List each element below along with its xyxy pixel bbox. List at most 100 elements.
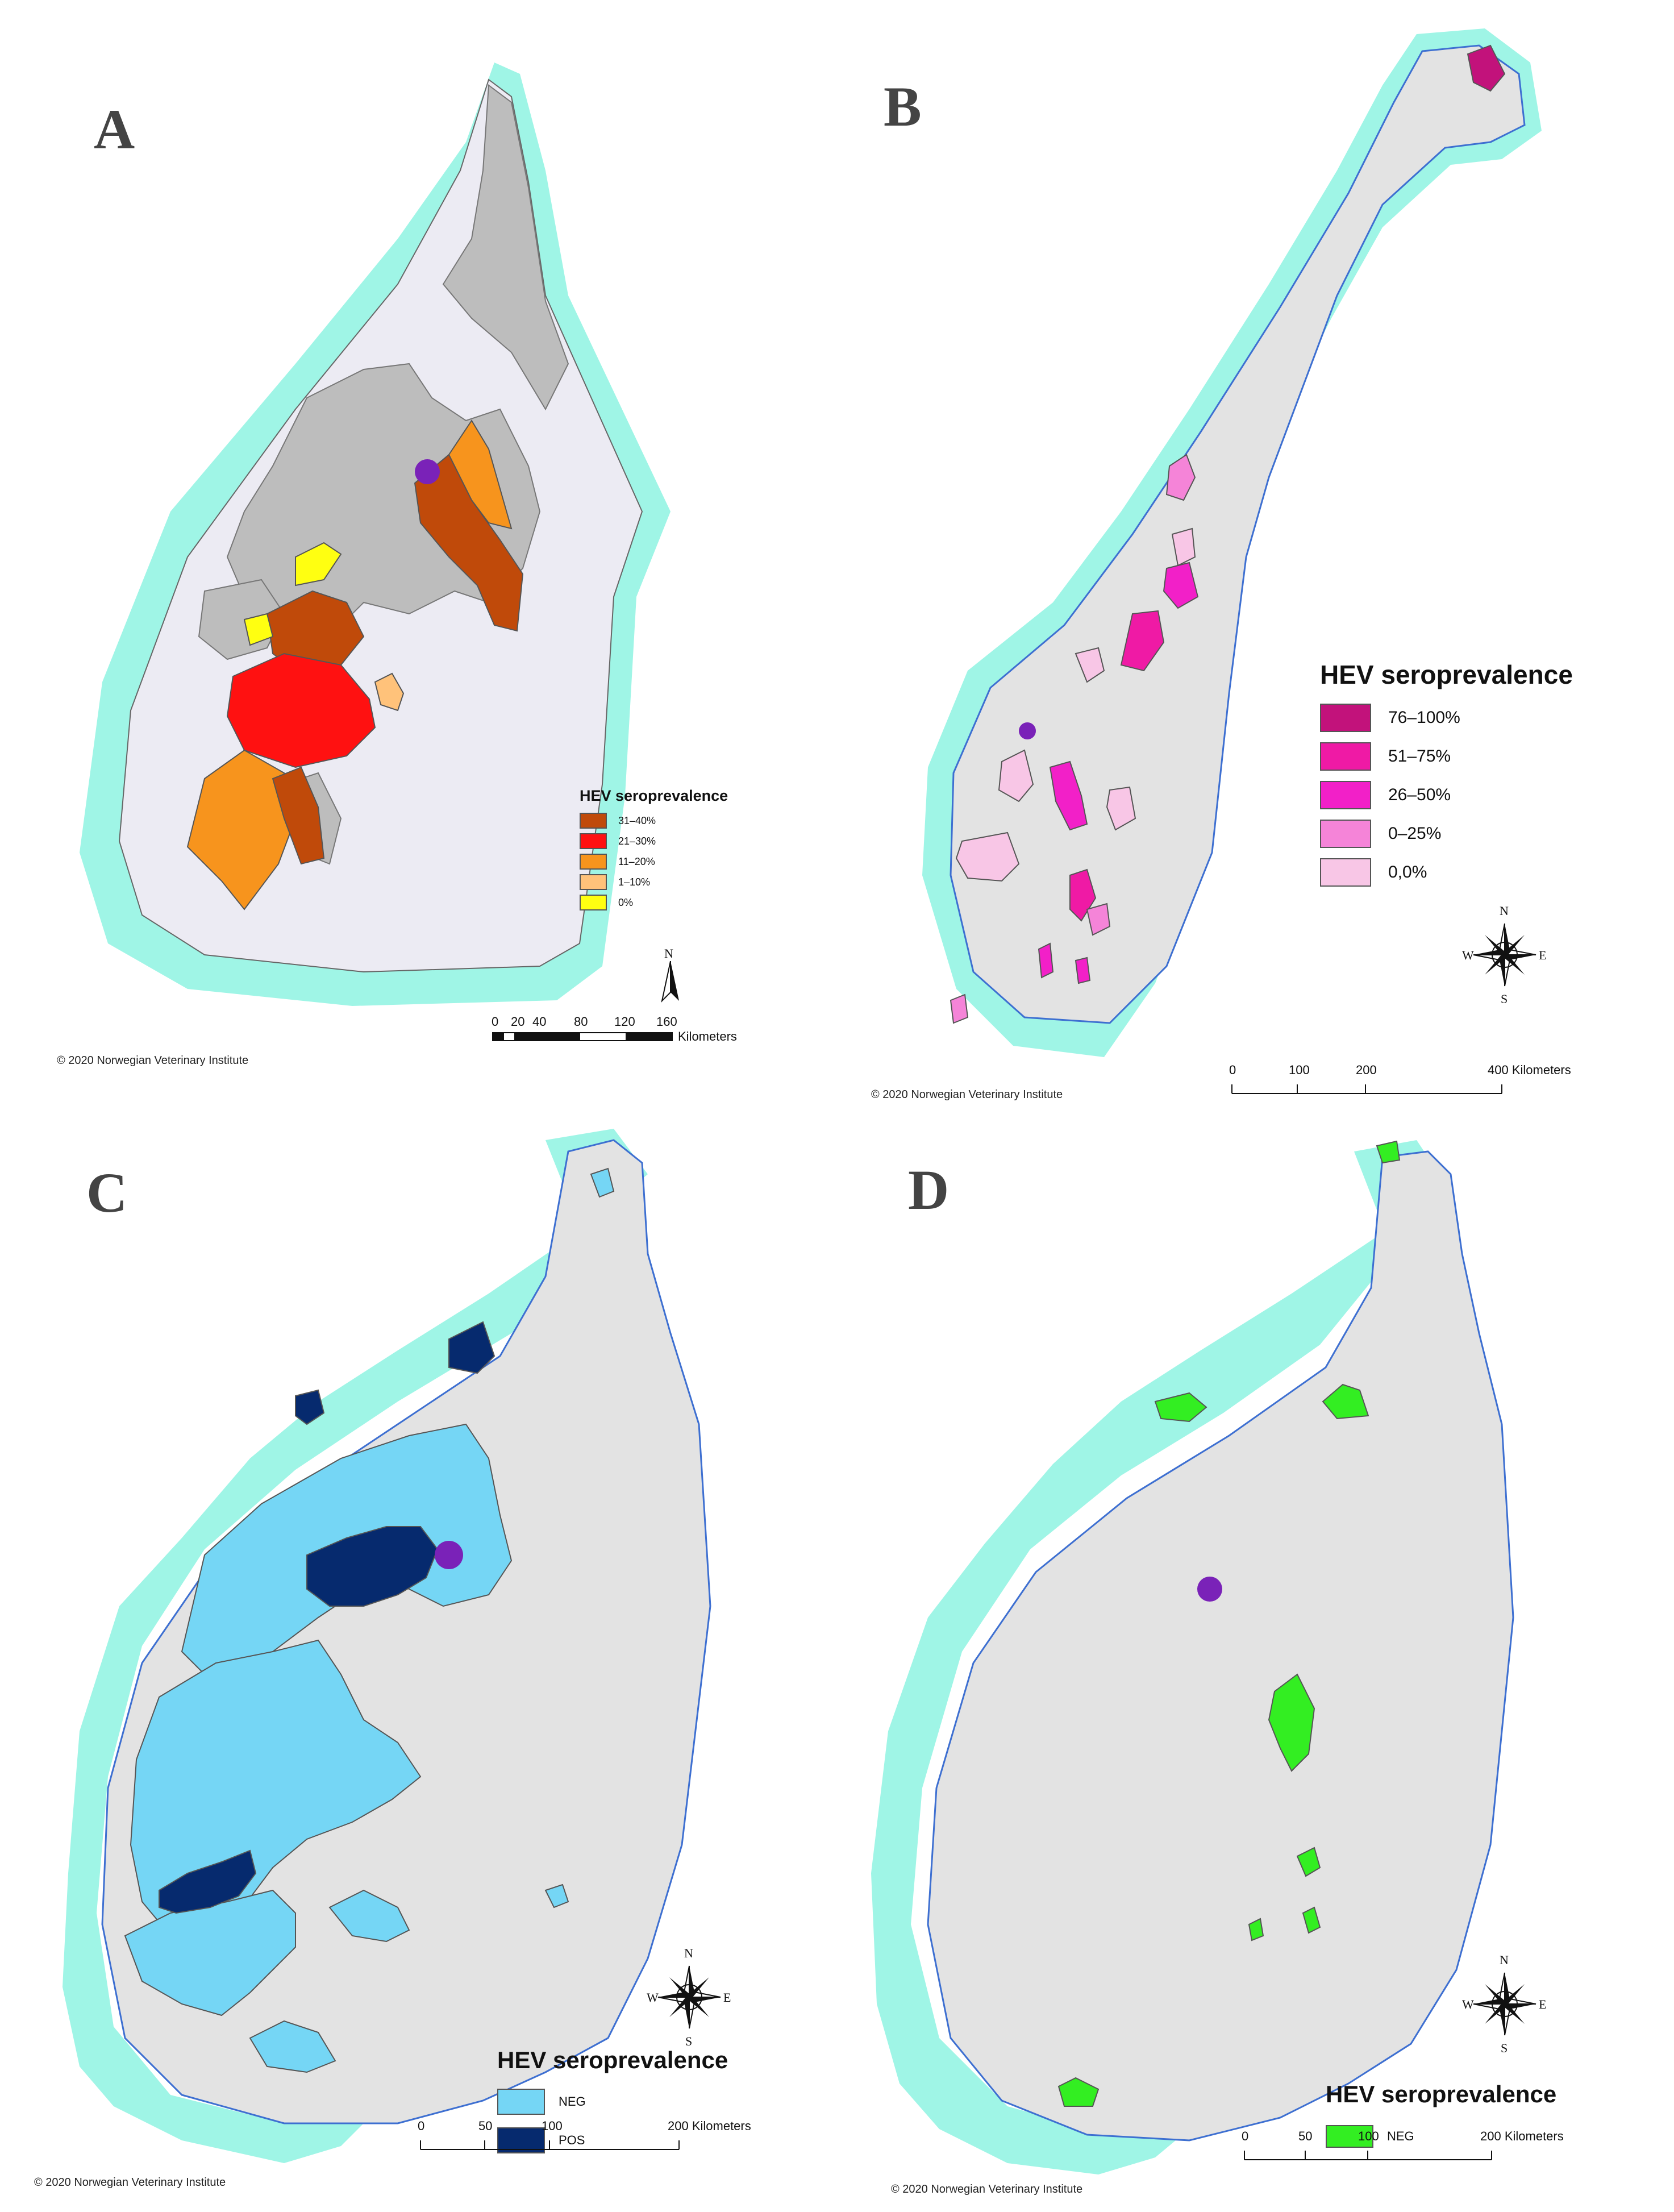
region-0-north-b xyxy=(1171,527,1196,567)
scale-tick-d-1: 50 xyxy=(1298,2129,1313,2143)
map-d xyxy=(871,1140,1514,2174)
neg-south-d xyxy=(1057,2077,1100,2107)
neg-southeast1-d xyxy=(1296,1847,1321,1877)
copyright-a: © 2020 Norwegian Veterinary Institute xyxy=(57,1054,249,1067)
compass-rose-c: N W E S xyxy=(647,1946,732,2048)
legend-row-a-4: 0% xyxy=(580,895,728,910)
compass-rose-d: N W E S xyxy=(1462,1953,1547,2055)
compass-n-d: N xyxy=(1500,1953,1509,1967)
neg-small2-c xyxy=(590,1167,615,1198)
legend-title-d: HEV seroprevalence xyxy=(1326,2081,1557,2107)
legend-title-b: HEV seroprevalence xyxy=(1320,660,1573,689)
region-0-25-south-b xyxy=(1086,903,1111,936)
scale-tick-a-4: 120 xyxy=(614,1014,635,1029)
neg-coast-d xyxy=(1248,1918,1264,1941)
legend-label-c-1: POS xyxy=(559,2133,585,2147)
compass-rose-icon xyxy=(657,1965,721,2029)
legend-row-a-1: 21–30% xyxy=(580,833,728,849)
legend-label-b-4: 0,0% xyxy=(1388,863,1427,882)
scale-bar-a: 0 20 40 80 120 160 Kilometers xyxy=(492,1014,787,1049)
region-1-10-a xyxy=(374,672,405,712)
compass-s-b: S xyxy=(1501,992,1508,1006)
scale-tick-b-3: 400 Kilometers xyxy=(1488,1063,1571,1077)
north-arrow-icon xyxy=(661,961,679,1003)
region-11-20-south-a xyxy=(186,749,297,910)
region-0-25-west-b xyxy=(955,831,1020,882)
legend-a: HEV seroprevalence 31–40% 21–30% 11–20% … xyxy=(580,787,728,910)
scale-tick-c-3: 200 Kilometers xyxy=(668,2119,751,2133)
legend-swatch-a-0 xyxy=(580,813,607,829)
legend-title-c: HEV seroprevalence xyxy=(497,2047,728,2073)
legend-label-a-0: 31–40% xyxy=(618,814,656,826)
location-dot-d xyxy=(1197,1577,1222,1602)
legend-title-a: HEV seroprevalence xyxy=(580,787,728,804)
region-21-30-a xyxy=(226,652,376,768)
scale-tick-b-0: 0 xyxy=(1229,1063,1236,1077)
map-b xyxy=(922,28,1542,1057)
scale-tick-a-3: 80 xyxy=(574,1014,588,1029)
land-d xyxy=(927,1150,1514,2142)
neg-southeast2-d xyxy=(1302,1906,1321,1934)
scale-tick-c-2: 100 xyxy=(542,2119,563,2133)
pos-central-c xyxy=(306,1526,439,1607)
legend-row-b-0: 76–100% xyxy=(1320,704,1573,732)
legend-label-d-0: NEG xyxy=(1387,2129,1414,2143)
region-0-south-a xyxy=(243,613,274,646)
panel-letter-b: B xyxy=(884,75,922,138)
scale-tick-c-0: 0 xyxy=(418,2119,425,2133)
panel-letter-a: A xyxy=(94,98,135,161)
legend-swatch-b-1 xyxy=(1320,742,1371,771)
neg-central-d xyxy=(1268,1673,1315,1772)
legend-label-b-0: 76–100% xyxy=(1388,708,1460,727)
map-a xyxy=(80,63,671,1006)
region-51-75-b xyxy=(1120,610,1165,672)
neg-central-c xyxy=(130,1639,422,1943)
compass-s-d: S xyxy=(1501,2041,1508,2055)
region-76-100-b xyxy=(1467,44,1506,92)
scale-tick-c-1: 50 xyxy=(478,2119,493,2133)
legend-row-a-0: 31–40% xyxy=(580,813,728,829)
legend-row-c-0: NEG xyxy=(497,2089,728,2115)
region-11-20-north-a xyxy=(448,419,513,530)
scale-bar-graphic-a xyxy=(492,1032,673,1041)
legend-swatch-b-4 xyxy=(1320,858,1371,887)
copyright-d: © 2020 Norwegian Veterinary Institute xyxy=(891,2183,1083,2196)
scale-bar-graphic-d xyxy=(1244,2151,1492,2160)
location-dot-c xyxy=(435,1541,463,1569)
region-26-50-central-b xyxy=(1049,760,1088,831)
legend-swatch-b-2 xyxy=(1320,781,1371,809)
scale-tick-b-2: 200 xyxy=(1356,1063,1377,1077)
region-31-40-south-a xyxy=(272,766,325,865)
north-label-a: N xyxy=(664,946,673,961)
compass-e-b: E xyxy=(1539,948,1547,962)
map-c xyxy=(63,1129,711,2163)
legend-d: HEV seroprevalence NEG xyxy=(1326,2081,1556,2148)
legend-swatch-b-3 xyxy=(1320,820,1371,848)
legend-swatch-d-0 xyxy=(1326,2125,1373,2148)
region-0-25-north-b xyxy=(1165,454,1196,501)
legend-swatch-b-0 xyxy=(1320,704,1371,732)
scale-tick-d-3: 200 Kilometers xyxy=(1480,2129,1564,2143)
legend-label-a-1: 21–30% xyxy=(618,835,656,847)
scale-tick-b-1: 100 xyxy=(1289,1063,1310,1077)
legend-b: HEV seroprevalence 76–100% 51–75% 26–50%… xyxy=(1320,659,1573,887)
scale-bar-graphic-b xyxy=(1231,1084,1502,1094)
panel-b: B HEV seroprevalence 76–100% 51–75% 26–5… xyxy=(837,0,1674,1106)
legend-swatch-a-3 xyxy=(580,874,607,890)
pos-north-c xyxy=(448,1321,495,1374)
scale-bar-d: 0 50 100 200 Kilometers xyxy=(1242,2129,1639,2163)
legend-row-b-3: 0–25% xyxy=(1320,820,1573,848)
compass-n-b: N xyxy=(1500,904,1509,918)
compass-e-c: E xyxy=(723,1990,731,2005)
region-0-25-coast-b xyxy=(950,993,969,1024)
neg-southeast-c xyxy=(328,1889,410,1943)
compass-rose-b: N W E S xyxy=(1462,904,1547,1006)
panel-letter-d: D xyxy=(908,1158,950,1221)
region-0-north-a xyxy=(295,542,342,587)
legend-swatch-a-1 xyxy=(580,833,607,849)
legend-row-b-2: 26–50% xyxy=(1320,781,1573,809)
legend-c: HEV seroprevalence NEG POS xyxy=(497,2047,728,2153)
legend-swatch-c-0 xyxy=(497,2089,545,2115)
compass-n-c: N xyxy=(684,1946,693,1960)
legend-label-b-2: 26–50% xyxy=(1388,785,1451,804)
